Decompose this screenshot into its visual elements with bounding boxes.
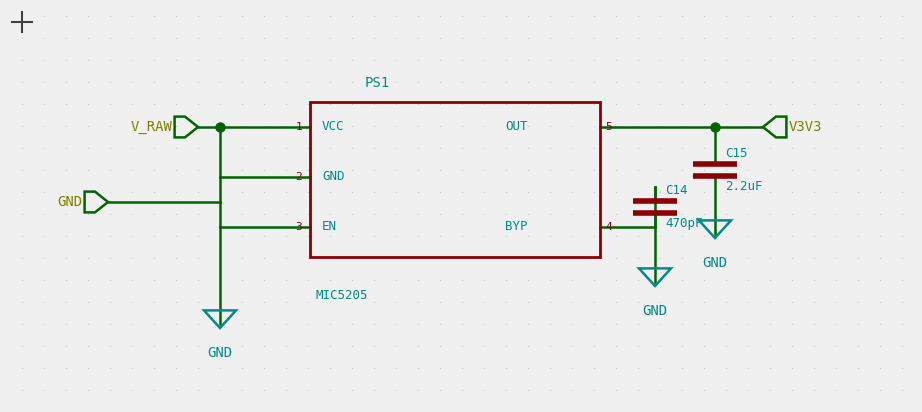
Text: GND: GND xyxy=(643,304,668,318)
Text: PS1: PS1 xyxy=(365,76,390,90)
Text: 470pF: 470pF xyxy=(665,217,703,230)
Text: C14: C14 xyxy=(665,184,688,197)
Text: 4: 4 xyxy=(605,222,612,232)
Text: GND: GND xyxy=(207,346,232,360)
Text: 5: 5 xyxy=(605,122,612,132)
Text: OUT: OUT xyxy=(505,120,527,133)
Text: VCC: VCC xyxy=(322,120,345,133)
Bar xyxy=(310,102,600,257)
Text: V_RAW: V_RAW xyxy=(130,120,172,134)
Text: V3V3: V3V3 xyxy=(789,120,822,134)
Text: GND: GND xyxy=(322,171,345,183)
Text: GND: GND xyxy=(57,195,82,209)
Text: 2: 2 xyxy=(295,172,302,182)
Text: GND: GND xyxy=(703,256,727,270)
Text: 2.2uF: 2.2uF xyxy=(725,180,762,193)
Text: 1: 1 xyxy=(295,122,302,132)
Text: 3: 3 xyxy=(295,222,302,232)
Text: MIC5205: MIC5205 xyxy=(315,289,368,302)
Text: EN: EN xyxy=(322,220,337,234)
Text: BYP: BYP xyxy=(505,220,527,234)
Text: C15: C15 xyxy=(725,147,748,160)
